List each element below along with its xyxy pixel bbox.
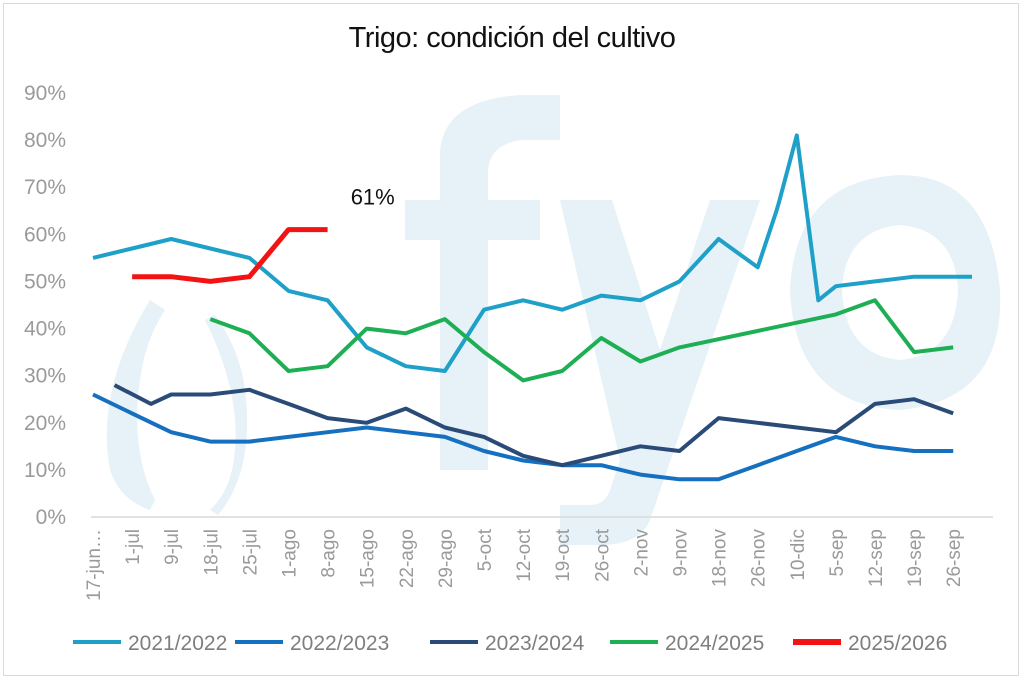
chart-title: Trigo: condición del cultivo: [348, 22, 676, 54]
x-tick-label: 26-oct: [592, 528, 613, 582]
x-tick-label: 5-sep: [827, 529, 848, 577]
legend: 2021/2022 2022/2023 2023/2024 2024/2025 2025…: [73, 632, 947, 655]
series-line-2021-2022: [92, 133, 972, 373]
annotation-label: 61%: [351, 185, 395, 210]
x-tick-label: 12-sep: [866, 529, 887, 587]
y-tick-label: 20%: [24, 412, 66, 435]
x-axis-ticks: 17-jun… 1-jul 9-jul 18-jul 25-jul 1-ago 8-ago 1…: [84, 528, 965, 601]
series-line-2023-2024: [113, 383, 954, 468]
y-tick-label: 0%: [36, 506, 66, 529]
x-tick-label: 18-nov: [710, 529, 731, 588]
series-line-2024-2025: [209, 298, 954, 383]
y-axis-ticks: 0% 10% 20% 30% 40% 50% 60% 70% 80% 90%: [24, 82, 66, 529]
x-tick-label: 1-jul: [123, 529, 144, 565]
x-tick-label: 5-oct: [475, 528, 496, 571]
x-tick-label: 25-jul: [240, 529, 261, 575]
legend-label: 2022/2023: [290, 632, 389, 655]
x-tick-label: 29-ago: [436, 529, 457, 588]
legend-label: 2023/2024: [485, 632, 585, 655]
x-tick-label: 10-dic: [788, 529, 809, 581]
series-lines: [92, 133, 972, 482]
series-line-2022-2023: [92, 392, 954, 482]
legend-label: 2021/2022: [128, 632, 227, 655]
x-tick-label: 22-ago: [397, 529, 418, 588]
y-tick-label: 80%: [24, 129, 66, 152]
legend-label: 2025/2026: [848, 632, 947, 655]
y-tick-label: 40%: [24, 318, 66, 341]
x-tick-label: 1-ago: [280, 529, 301, 578]
x-tick-label: 9-jul: [162, 529, 183, 565]
y-tick-label: 70%: [24, 176, 66, 199]
y-tick-label: 30%: [24, 365, 66, 388]
annotations: 61%: [351, 185, 395, 210]
x-tick-label: 19-oct: [553, 528, 574, 582]
series-line-2025-2026: [132, 227, 328, 284]
x-tick-label: 8-ago: [319, 529, 340, 578]
x-tick-label: 9-nov: [671, 529, 692, 577]
x-tick-label: 17-jun…: [84, 529, 105, 601]
fyo-watermark-logo: [106, 95, 1001, 545]
x-tick-label: 26-nov: [749, 529, 770, 588]
x-tick-label: 12-oct: [514, 528, 535, 582]
y-tick-label: 60%: [24, 223, 66, 246]
y-tick-label: 10%: [24, 459, 66, 482]
y-tick-label: 90%: [24, 82, 66, 105]
y-tick-label: 50%: [24, 270, 66, 293]
x-tick-label: 26-sep: [944, 529, 965, 587]
x-tick-label: 18-jul: [201, 529, 222, 575]
x-tick-label: 19-sep: [905, 529, 926, 587]
x-tick-label: 2-nov: [631, 529, 652, 577]
x-tick-label: 15-ago: [358, 529, 379, 588]
legend-label: 2024/2025: [665, 632, 764, 655]
